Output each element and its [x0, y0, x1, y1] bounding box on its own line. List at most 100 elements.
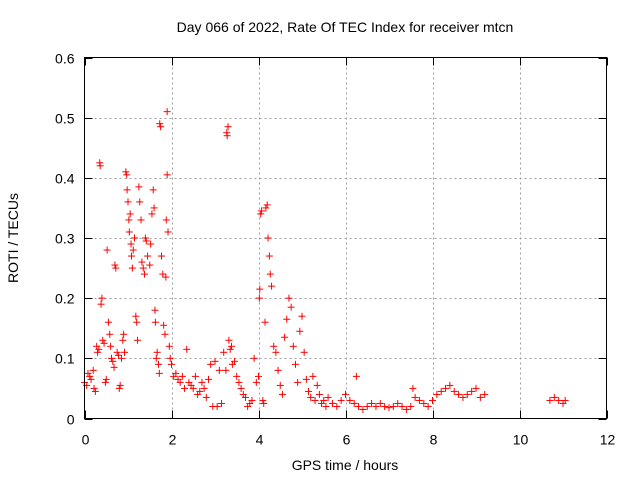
- y-tick-label: 0.4: [55, 171, 75, 187]
- data-point: [109, 357, 117, 365]
- data-point: [472, 384, 480, 392]
- data-point: [252, 378, 260, 386]
- data-point: [189, 384, 197, 392]
- data-point: [437, 387, 445, 395]
- data-point: [127, 252, 135, 260]
- data-point: [266, 270, 274, 278]
- data-point: [233, 372, 241, 380]
- data-point: [433, 390, 441, 398]
- data-point: [124, 198, 132, 206]
- data-point: [328, 399, 336, 407]
- data-point: [561, 396, 569, 404]
- data-point: [160, 321, 168, 329]
- plot-frame: [84, 57, 607, 419]
- data-point: [368, 399, 376, 407]
- data-point: [114, 351, 122, 359]
- data-point: [459, 393, 467, 401]
- data-point: [424, 402, 432, 410]
- data-point: [196, 387, 204, 395]
- data-point: [255, 372, 262, 380]
- data-point: [420, 399, 428, 407]
- data-point: [342, 390, 349, 398]
- data-point: [141, 234, 149, 242]
- data-point: [264, 234, 272, 242]
- data-point: [294, 378, 302, 386]
- data-point: [107, 354, 115, 362]
- data-point: [200, 384, 208, 392]
- data-point: [415, 396, 423, 404]
- data-point: [226, 345, 234, 353]
- data-point: [381, 402, 389, 410]
- data-point: [268, 282, 276, 290]
- data-point: [550, 393, 558, 401]
- y-axis-label: ROTI / TECUs: [5, 193, 21, 283]
- data-point: [333, 402, 341, 410]
- data-point: [134, 336, 142, 344]
- data-point: [481, 390, 489, 398]
- data-point: [352, 372, 360, 380]
- x-tick-label: 10: [513, 432, 529, 448]
- data-point: [157, 123, 165, 131]
- data-point: [135, 183, 143, 191]
- data-point: [468, 387, 476, 395]
- data-point: [127, 240, 135, 248]
- data-point: [231, 357, 239, 365]
- data-point: [218, 399, 226, 407]
- data-point: [450, 387, 458, 395]
- data-point: [165, 342, 173, 350]
- data-point: [102, 375, 110, 383]
- data-point: [260, 399, 268, 407]
- data-point: [355, 402, 363, 410]
- axis-ticks: [84, 57, 608, 420]
- data-point: [285, 294, 293, 302]
- data-point: [207, 360, 215, 368]
- data-point: [147, 240, 155, 248]
- x-tick-label: 6: [343, 432, 351, 448]
- data-point: [151, 306, 159, 314]
- data-point: [86, 372, 94, 380]
- chart-title: Day 066 of 2022, Rate Of TEC Index for r…: [177, 19, 514, 35]
- data-point: [84, 369, 92, 377]
- data-point: [111, 261, 119, 269]
- data-point: [220, 348, 228, 356]
- data-point: [98, 294, 106, 302]
- data-point: [320, 396, 328, 404]
- data-point: [322, 402, 330, 410]
- y-tick-label: 0: [67, 412, 75, 428]
- data-point: [402, 405, 410, 413]
- y-tick-label: 0.2: [55, 291, 75, 307]
- data-point: [94, 348, 102, 356]
- data-point: [116, 381, 124, 389]
- data-point: [265, 252, 273, 260]
- data-point: [337, 396, 345, 404]
- data-point: [178, 372, 186, 380]
- data-point: [133, 318, 141, 326]
- data-point: [555, 396, 563, 404]
- data-point: [163, 171, 171, 179]
- data-point: [138, 258, 146, 266]
- data-point: [237, 384, 245, 392]
- data-point: [372, 402, 380, 410]
- data-point: [376, 399, 384, 407]
- data-point: [154, 360, 162, 368]
- data-point: [112, 264, 120, 272]
- data-point: [155, 369, 163, 377]
- data-point: [126, 210, 134, 218]
- data-point: [166, 354, 174, 362]
- data-point: [121, 348, 129, 356]
- data-point: [315, 390, 323, 398]
- x-tick-label: 2: [169, 432, 177, 448]
- data-point: [409, 384, 417, 392]
- data-point: [150, 204, 158, 212]
- data-point: [272, 348, 280, 356]
- data-point: [163, 108, 171, 116]
- x-axis-label: GPS time / hours: [292, 457, 399, 473]
- data-point: [446, 381, 454, 389]
- data-point: [115, 384, 123, 392]
- data-point: [183, 345, 191, 353]
- data-point: [250, 354, 258, 362]
- data-point: [157, 252, 165, 260]
- data-point: [103, 246, 111, 254]
- data-point: [291, 360, 299, 368]
